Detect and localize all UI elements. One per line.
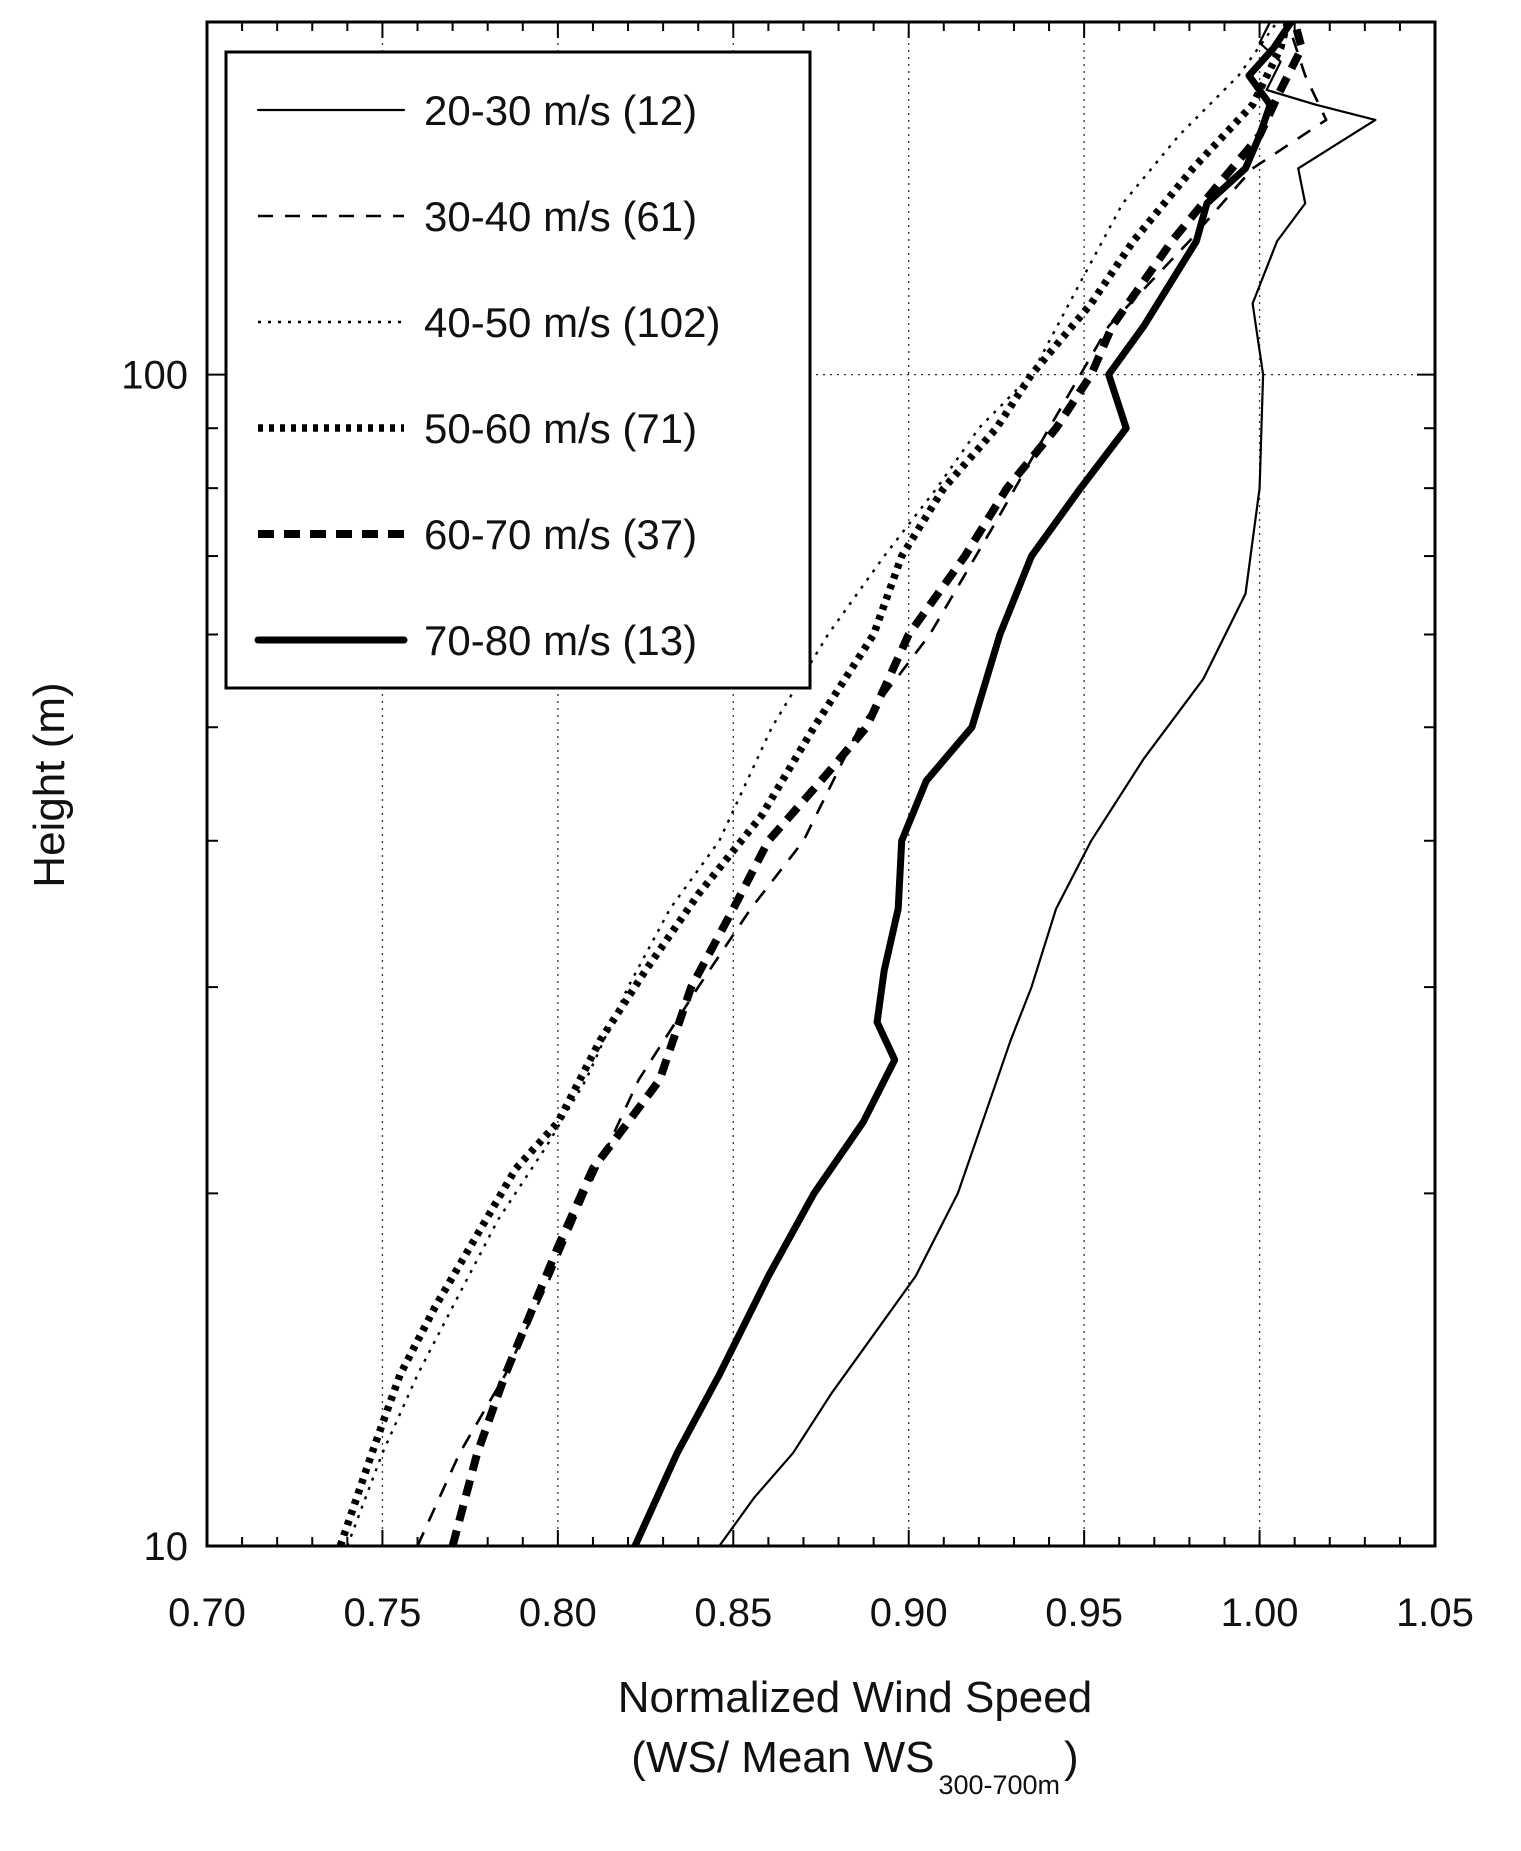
x-axis-title-line2-prefix: (WS/ Mean WS xyxy=(631,1733,934,1782)
legend: 20-30 m/s (12) 30-40 m/s (61) 40-50 m/s (1… xyxy=(224,50,812,690)
plot-frame xyxy=(205,20,1437,1548)
series-line-1 xyxy=(718,22,1377,1546)
legend-box xyxy=(224,50,812,690)
x-tick-label-3: 0.85 xyxy=(694,1591,772,1635)
y-tick-label-1: 100 xyxy=(121,354,188,398)
series-line-6 xyxy=(631,22,1295,1546)
legend-label-2: 30-40 m/s (61) xyxy=(424,193,697,240)
x-axis-title: Normalized Wind Speed xyxy=(618,1673,1092,1722)
x-tick-label-6: 1.00 xyxy=(1221,1591,1299,1635)
series-line-5 xyxy=(448,22,1306,1546)
series-layer xyxy=(336,22,1377,1546)
x-axis-title-line2-suffix: ) xyxy=(1064,1733,1079,1782)
x-axis-title-line2: (WS/ Mean WS300-700m) xyxy=(631,1733,1078,1800)
x-tick-label-5: 0.95 xyxy=(1045,1591,1123,1635)
legend-label-4: 50-60 m/s (71) xyxy=(424,405,697,452)
series-line-2 xyxy=(416,22,1328,1546)
legend-label-5: 60-70 m/s (37) xyxy=(424,511,697,558)
x-tick-label-1: 0.75 xyxy=(343,1591,421,1635)
x-tick-label-0: 0.70 xyxy=(168,1591,246,1635)
x-tick-label-4: 0.90 xyxy=(870,1591,948,1635)
x-axis-title-subscript: 300-700m xyxy=(938,1770,1060,1800)
legend-label-1: 20-30 m/s (12) xyxy=(424,87,697,134)
legend-label-6: 70-80 m/s (13) xyxy=(424,617,697,664)
y-axis-title: Height (m) xyxy=(25,682,74,887)
y-tick-label-0: 10 xyxy=(144,1525,189,1569)
tick-labels: 0.70 0.75 0.80 0.85 0.90 0.95 1.00 1.05 10 100 xyxy=(121,354,1474,1635)
legend-label-3: 40-50 m/s (102) xyxy=(424,299,720,346)
x-tick-label-2: 0.80 xyxy=(519,1591,597,1635)
x-tick-label-7: 1.05 xyxy=(1396,1591,1474,1635)
